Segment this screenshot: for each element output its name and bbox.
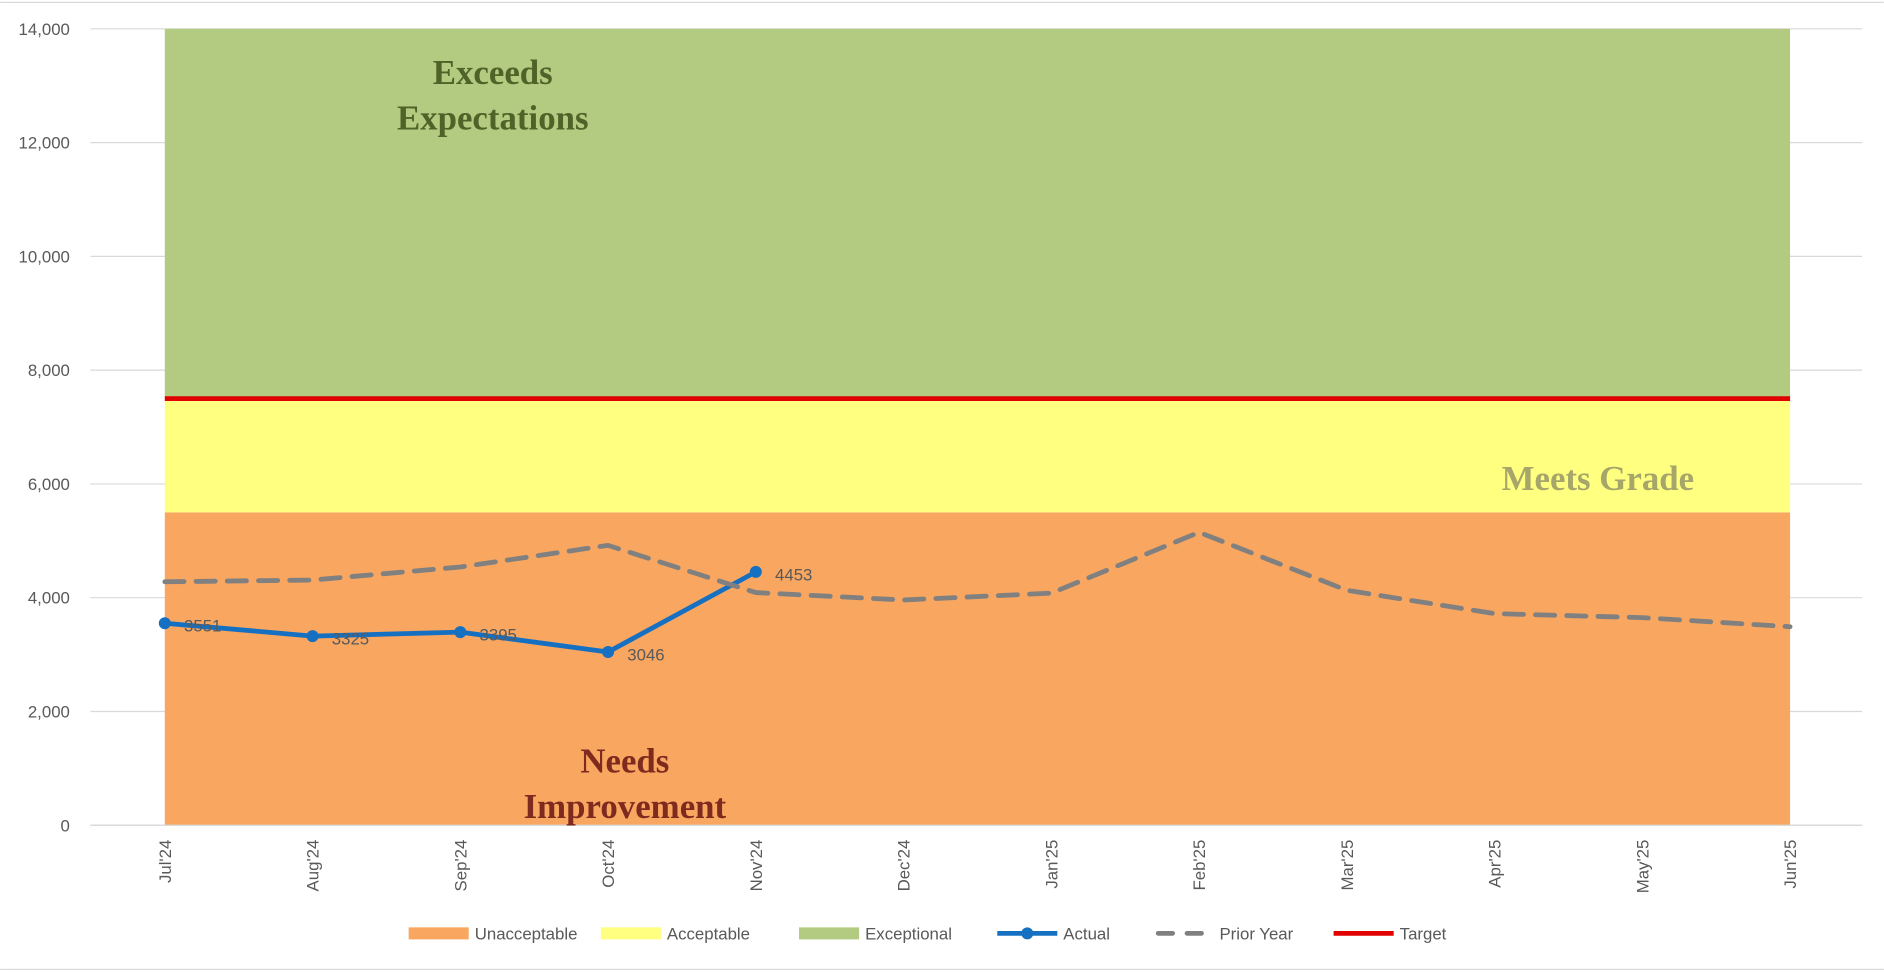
x-tick-label: Jul'24 <box>156 840 175 883</box>
y-tick-label: 14,000 <box>19 20 70 39</box>
annotation-box: Exceeds Expectations <box>396 54 589 139</box>
data-label: 4453 <box>775 565 812 584</box>
area-band <box>164 28 1791 399</box>
y-tick-label: 0 <box>61 816 70 835</box>
legend-label: Exceptional <box>865 924 952 943</box>
legend-marker <box>1021 927 1034 940</box>
legend-item: Actual <box>997 924 1110 943</box>
y-tick-label: 8,000 <box>28 361 70 380</box>
series-line <box>162 529 1793 630</box>
data-label: 3395 <box>480 626 517 645</box>
legend-label: Unacceptable <box>475 924 578 943</box>
x-tick-label: Feb'25 <box>1190 840 1209 891</box>
legend-item: Acceptable <box>600 924 750 943</box>
y-tick-label: 12,000 <box>19 134 70 153</box>
legend-swatch <box>600 927 661 940</box>
legend-label: Prior Year <box>1219 924 1293 943</box>
legend-label: Target <box>1400 924 1447 943</box>
x-tick-label: Oct'24 <box>599 840 618 888</box>
legend-label: Actual <box>1063 924 1110 943</box>
x-tick-label: Aug'24 <box>304 840 323 892</box>
annotation: Meets Grade <box>1501 460 1695 499</box>
legend-swatch <box>799 927 860 940</box>
x-tick-label: Jun'25 <box>1781 840 1800 889</box>
legend-item: Target <box>1333 924 1447 943</box>
area-band <box>164 512 1791 826</box>
area-band <box>164 398 1791 513</box>
annotation: Needs Improvement <box>523 742 727 827</box>
marker <box>602 645 615 658</box>
annotation-box: Needs Improvement <box>523 742 727 827</box>
marker <box>306 630 319 643</box>
data-label: 3325 <box>332 630 369 649</box>
annotation: Exceeds Expectations <box>396 54 589 139</box>
x-tick-label: Jan'25 <box>1042 840 1061 889</box>
legend-swatch <box>408 927 469 940</box>
y-tick-label: 10,000 <box>19 247 70 266</box>
data-label: 3551 <box>184 617 221 636</box>
legend-label: Acceptable <box>667 924 750 943</box>
marker <box>454 626 467 639</box>
annotation-box: Meets Grade <box>1501 460 1695 499</box>
x-tick-label: Dec'24 <box>895 840 914 892</box>
x-tick-label: May'25 <box>1633 840 1652 894</box>
legend-item: Exceptional <box>799 924 952 943</box>
legend-item: Unacceptable <box>408 924 578 943</box>
data-label: 3046 <box>627 645 664 664</box>
x-tick-label: Sep'24 <box>451 840 470 892</box>
y-tick-label: 4,000 <box>28 589 70 608</box>
legend-item: Prior Year <box>1155 924 1294 943</box>
x-tick-label: Nov'24 <box>747 840 766 892</box>
marker <box>158 617 171 630</box>
x-tick-label: Mar'25 <box>1338 840 1357 891</box>
y-tick-label: 2,000 <box>28 702 70 721</box>
marker <box>749 565 762 578</box>
x-tick-label: Apr'25 <box>1486 840 1505 888</box>
y-tick-label: 6,000 <box>28 475 70 494</box>
